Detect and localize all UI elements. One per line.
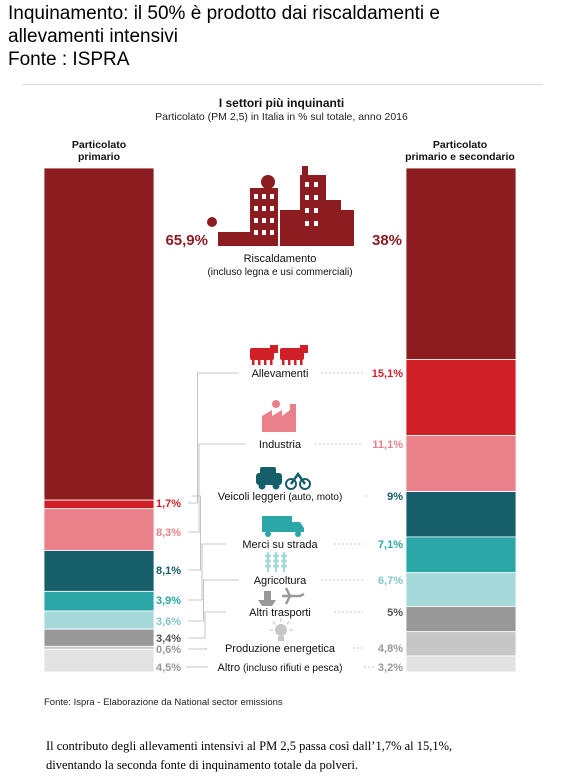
chart-subtitle: Particolato (PM 2,5) in Italia in % sul … [155,111,408,123]
article-caption: Il contributo degli allevamenti intensiv… [46,737,452,775]
right-column-title-line-1: Particolato [432,139,488,151]
chart-source: Fonte: Ispra - Elaborazione da National … [44,697,283,708]
left-column-title-line-1: Particolato [71,139,127,151]
page-headline: Inquinamento: il 50% è prodotto dai risc… [8,2,558,71]
headline-line-3: Fonte : ISPRA [8,49,130,70]
caption-line-2: diventando la seconda fonte di inquiname… [46,758,359,772]
left-column-title-line-2: primario [77,151,120,163]
headline-line-2: allevamenti intensivi [8,26,179,47]
right-column-title: Particolato primario e secondario [398,139,522,163]
headline-line-1: Inquinamento: il 50% è prodotto dai risc… [8,3,440,24]
chart-panel [22,84,542,725]
caption-line-1: Il contributo degli allevamenti intensiv… [46,739,453,753]
left-column-title: Particolato primario [44,139,154,163]
chart-title: I settori più inquinanti [218,96,345,110]
right-column-title-line-2: primario e secondario [405,151,515,163]
